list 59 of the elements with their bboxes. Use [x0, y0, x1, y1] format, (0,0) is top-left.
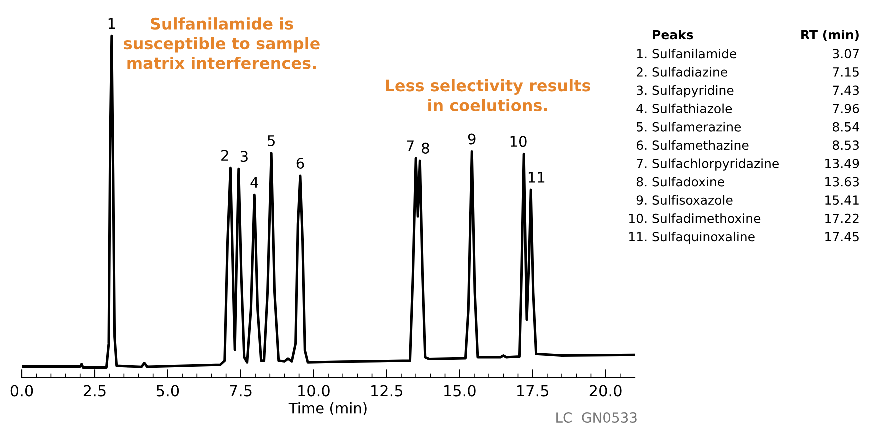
text: Sulfadiazine — [652, 67, 728, 77]
x-tick-label: 5.0 — [156, 385, 180, 397]
x-tick-label: 0.0 — [10, 385, 34, 397]
text: 7.15 — [833, 68, 859, 77]
text: Sulfadoxine — [652, 177, 724, 187]
text: 8.54 — [833, 122, 860, 132]
text: 6. — [636, 140, 647, 150]
x-tick-label: 15.0 — [444, 385, 476, 397]
x-tick-label: 17.5 — [518, 385, 549, 397]
text: 2. — [636, 67, 647, 77]
text: Sulfanilamide — [652, 48, 737, 59]
text: 8.53 — [833, 140, 859, 150]
text: RT (min) — [802, 30, 859, 42]
annotation: 6 — [296, 158, 304, 169]
annotation: 2 — [222, 150, 228, 161]
annotation: 7 — [407, 140, 414, 152]
x-axis-title: Time (min) — [288, 402, 367, 416]
x-tick-label: 12.5 — [372, 385, 403, 397]
annotation: 11. — [629, 232, 647, 242]
annotation: Less selectivity results in coelutions. — [386, 79, 590, 112]
x-tick-label: 10.0 — [298, 385, 330, 397]
text: 3. — [637, 86, 647, 96]
text: 13.49 — [826, 158, 860, 168]
text: Peaks — [653, 30, 694, 40]
text: 4. — [636, 104, 647, 114]
x-tick-label: 2.5 — [84, 385, 106, 397]
text: Sulfadimethoxine — [652, 214, 761, 224]
text: 3.07 — [833, 49, 859, 59]
text: 15.41 — [826, 196, 859, 206]
text: 13.63 — [826, 177, 859, 187]
annotation: 11 — [528, 172, 545, 183]
annotation: 5 — [268, 136, 275, 146]
text: 8. — [636, 177, 647, 187]
annotation: 3 — [240, 151, 248, 162]
text: LC GN0533 — [556, 412, 637, 424]
annotation: 10 — [510, 136, 527, 148]
text: 17.22 — [826, 214, 859, 224]
text: Sulfapyridine — [652, 86, 734, 98]
text: Sulfathiazole — [652, 104, 732, 114]
x-tick-label: 7.5 — [230, 385, 252, 397]
text: 7.96 — [833, 104, 860, 114]
annotation: 4 — [250, 177, 258, 188]
text: 17.45 — [826, 232, 859, 242]
text: 7.43 — [833, 86, 859, 96]
annotation: 10. — [629, 214, 647, 224]
x-tick-label: 20.0 — [590, 385, 622, 397]
annotation: 1 — [108, 18, 116, 29]
annotation: Sulfanilamide is susceptible to sample matrix interferences. — [124, 18, 320, 70]
text: 5. — [637, 122, 647, 132]
text: 9. — [636, 196, 647, 206]
text: Sulfamerazine — [652, 122, 742, 132]
text: 7. — [637, 159, 647, 168]
text: Sulfisoxazole — [652, 195, 733, 206]
text: Sulfaquinoxaline — [652, 232, 755, 244]
annotation: 9 — [468, 134, 476, 145]
text: Sulfamethazine — [652, 140, 749, 150]
annotation: 8 — [422, 142, 430, 154]
text: Sulfachlorpyridazine — [652, 158, 779, 171]
text: 1. — [637, 49, 647, 58]
